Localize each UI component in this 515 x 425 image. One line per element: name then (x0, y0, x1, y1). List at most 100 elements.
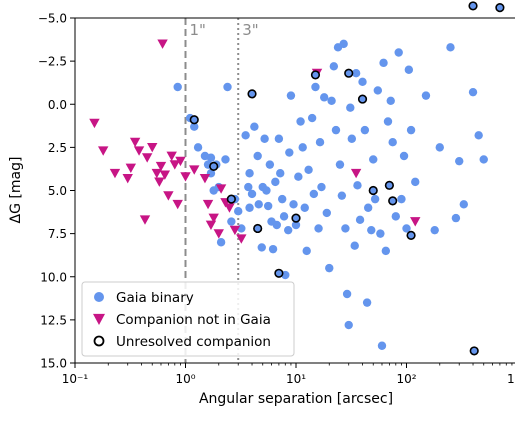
companion-not-in-gaia-point (236, 234, 247, 244)
gaia-binary-point (241, 131, 250, 140)
companion-not-in-gaia-point (122, 174, 133, 184)
gaia-binary-point (315, 138, 325, 147)
companion-not-in-gaia-point (159, 170, 171, 180)
companion-not-in-gaia-point (133, 146, 145, 156)
gaia-binary-point (468, 87, 478, 97)
gaia-binary-point (307, 113, 317, 123)
gaia-binary-point (344, 320, 353, 330)
companion-not-in-gaia-point (189, 165, 200, 175)
companion-not-in-gaia-point (163, 191, 174, 201)
gaia-binary-point (397, 194, 406, 204)
gaia-binary-point (391, 212, 400, 221)
gaia-binary-point (234, 207, 243, 216)
unresolved-companion-point (406, 230, 416, 240)
gaia-binary-point (304, 165, 313, 174)
gaia-binary-point (329, 62, 339, 71)
companion-not-in-gaia-point (147, 142, 158, 153)
gaia-binary-point (402, 224, 411, 233)
x-axis: 10⁻¹ 10⁰ 10¹ 10² 10³ (62, 363, 515, 386)
unresolved-companion-point (274, 268, 284, 278)
legend-marker-unresolved (93, 335, 105, 347)
gaia-binary-point (294, 172, 303, 181)
gaia-binary-point (276, 169, 285, 178)
gaia-binary-point (411, 177, 420, 187)
companion-not-in-gaia-point (224, 203, 235, 213)
companion-not-in-gaia-point (350, 168, 362, 179)
unresolved-companion-point (291, 213, 301, 223)
y-tick-label: 5.0 (48, 184, 67, 198)
gaia-binary-point (373, 86, 383, 95)
legend-label: Gaia binary (116, 290, 194, 306)
gaia-binary-point (341, 224, 350, 233)
gaia-binary-point (223, 82, 232, 92)
gaia-binary-point (360, 125, 370, 135)
companion-not-in-gaia-point (175, 156, 186, 167)
gaia-binary-point (247, 189, 257, 199)
gaia-binary-point (331, 125, 341, 135)
gaia-binary-point (386, 96, 395, 106)
companion-not-in-gaia-point (109, 168, 121, 179)
gaia-binary-point (367, 225, 376, 235)
gaia-binary-point (459, 200, 468, 209)
gaia-binary-point (342, 289, 352, 299)
gaia-binary-point (337, 191, 347, 200)
y-tick-label: 12.5 (40, 313, 67, 327)
unresolved-companion-point (368, 185, 378, 196)
gaia-binary-point (245, 203, 254, 212)
gaia-binary-point (430, 225, 439, 235)
gaia-binary-point (327, 96, 336, 106)
gaia-binary-point (216, 238, 226, 247)
companion-not-in-gaia-point (229, 225, 241, 236)
y-axis-label: ΔG [mag] (8, 157, 24, 224)
unresolved-companion-point (209, 161, 219, 171)
gaia-binary-point (268, 244, 278, 254)
gaia-binary-point (376, 229, 385, 238)
companion-not-in-gaia-point (169, 160, 180, 170)
y-tick-label: −2.5 (38, 55, 67, 69)
gaia-binary-point (455, 156, 464, 166)
gaia-binary-point (245, 169, 254, 178)
gaia-binary-point (322, 208, 332, 218)
x-tick-label: 10³ (507, 372, 515, 386)
gaia-binary-point (369, 155, 378, 164)
companion-not-in-gaia-point (129, 137, 141, 148)
gaia-binary-point (253, 151, 262, 161)
gaia-binary-point (277, 194, 287, 204)
companion-not-in-gaia-point (155, 161, 167, 172)
x-tick-label: 10¹ (286, 372, 306, 386)
gaia-binary-point (381, 246, 391, 256)
gaia-binary-point (383, 117, 393, 126)
y-tick-label: 0.0 (48, 98, 67, 112)
unresolved-companion-point (253, 223, 263, 234)
reference-line-label-2: 3" (242, 21, 258, 39)
x-tick-label: 10⁻¹ (62, 372, 89, 386)
gaia-binary-point (309, 189, 319, 199)
companion-not-in-gaia-point (98, 146, 109, 156)
y-tick-label: 2.5 (48, 141, 67, 155)
companion-not-in-gaia-point (410, 217, 421, 227)
companion-not-in-gaia-point (215, 184, 227, 194)
gaia-binary-point (363, 203, 373, 212)
y-tick-label: 7.5 (48, 227, 67, 241)
gaia-binary-point (221, 155, 230, 164)
gaia-binary-point (399, 151, 409, 161)
unresolved-companion-point (384, 180, 394, 190)
gaia-binary-point (317, 182, 326, 192)
gaia-binary-point (347, 134, 357, 143)
companion-not-in-gaia-point (141, 153, 153, 163)
unresolved-companion-point (226, 194, 236, 204)
unresolved-companion-point (189, 115, 199, 125)
gaia-binary-point (296, 117, 305, 126)
companion-not-in-gaia-point (208, 213, 219, 224)
gaia-binary-point (271, 177, 280, 187)
companion-not-in-gaia-point (202, 199, 214, 210)
gaia-binary-point (279, 212, 289, 221)
gaia-binary-point (394, 48, 403, 57)
gaia-binary-point (206, 153, 216, 162)
gaia-binary-point (435, 143, 444, 152)
gaia-binary-point (388, 138, 397, 147)
y-tick-label: 10.0 (40, 270, 67, 284)
gaia-binary-point (377, 341, 387, 350)
gaia-binary-point (190, 122, 199, 131)
companion-not-in-gaia-point (125, 163, 137, 174)
